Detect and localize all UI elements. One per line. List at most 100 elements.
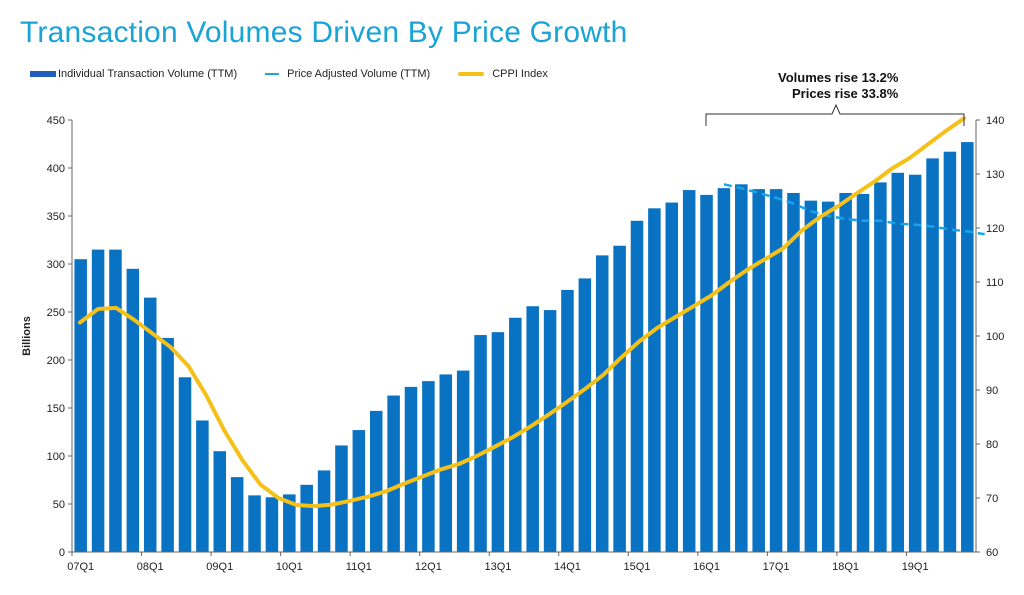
bar	[161, 337, 174, 552]
price-adjusted-line	[723, 183, 985, 236]
bar	[630, 220, 644, 553]
legend: Individual Transaction Volume (TTM) Pric…	[30, 64, 576, 84]
bar	[91, 249, 105, 552]
y2-tick-label: 60	[986, 547, 998, 559]
bar	[369, 410, 383, 552]
bar	[317, 470, 331, 552]
chart-title: Transaction Volumes Driven By Price Grow…	[20, 16, 628, 49]
y-tick-label: 100	[47, 451, 65, 463]
bar	[787, 192, 800, 552]
y-axis-label: Billions	[21, 316, 33, 356]
legend-swatch-price-adjusted	[265, 73, 280, 75]
bar	[613, 245, 626, 552]
bar	[126, 268, 140, 552]
bar	[439, 374, 453, 552]
bar	[474, 335, 487, 552]
x-tick-label: 19Q1	[902, 561, 929, 573]
bar	[769, 189, 783, 552]
bar	[595, 255, 609, 553]
bar	[74, 259, 87, 552]
x-tick-label: 16Q1	[693, 561, 720, 573]
x-tick-label: 08Q1	[137, 561, 164, 573]
legend-swatch-cppi	[458, 72, 485, 76]
annotation-volumes: Volumes rise 13.2%	[778, 70, 899, 85]
legend-item-cppi: CPPI Index	[458, 68, 548, 80]
y2-tick-label: 140	[986, 115, 1004, 127]
legend-label-cppi: CPPI Index	[492, 68, 548, 80]
bar	[230, 477, 244, 552]
legend-label-transaction-volume: Individual Transaction Volume (TTM)	[58, 68, 238, 80]
bar	[891, 172, 905, 553]
y-tick-label: 350	[47, 211, 65, 223]
bar	[109, 249, 122, 552]
x-tick-label: 10Q1	[276, 561, 303, 573]
cppi-line	[78, 116, 966, 509]
legend-item-price-adjusted: Price Adjusted Volume (TTM)	[265, 68, 430, 80]
x-tick-label: 18Q1	[832, 561, 859, 573]
x-tick-label: 12Q1	[415, 561, 442, 573]
legend-item-transaction-volume: Individual Transaction Volume (TTM)	[30, 68, 237, 80]
bar	[143, 297, 157, 552]
y-tick-label: 400	[47, 163, 65, 175]
bar	[804, 200, 818, 552]
bar	[335, 445, 348, 552]
bar	[404, 386, 418, 552]
bar	[213, 451, 227, 552]
bar	[839, 192, 852, 552]
line-group	[78, 116, 985, 509]
y2-tick-label: 100	[986, 331, 1004, 343]
bar	[717, 188, 731, 552]
bar	[665, 202, 679, 552]
bar	[908, 174, 922, 552]
bar	[874, 182, 887, 552]
bar	[700, 194, 713, 552]
bar	[248, 495, 261, 552]
y2-tick-label: 130	[986, 169, 1004, 181]
bar	[178, 377, 192, 552]
bar	[578, 278, 592, 552]
bar	[735, 184, 748, 552]
bar	[752, 189, 765, 552]
bar	[387, 395, 400, 552]
y-tick-label: 300	[47, 259, 65, 271]
bar	[682, 190, 696, 552]
x-tick-label: 07Q1	[67, 561, 94, 573]
x-tick-label: 09Q1	[206, 561, 233, 573]
bar	[961, 142, 974, 552]
annotation-bracket	[705, 103, 965, 126]
y-tick-label: 50	[53, 499, 65, 511]
bar-group	[74, 142, 974, 553]
bar	[265, 497, 279, 552]
bar	[283, 494, 296, 552]
y2-tick-label: 90	[986, 385, 998, 397]
annotation-prices: Prices rise 33.8%	[792, 86, 899, 101]
y2-tick-label: 70	[986, 493, 998, 505]
bar	[561, 289, 574, 552]
bar	[196, 420, 209, 552]
bar	[543, 310, 557, 552]
x-tick-label: 14Q1	[554, 561, 581, 573]
y-tick-label: 0	[59, 547, 65, 559]
axes-group: 0 50 100 150 200 250 300 350 400 450 60 70 80 90 100 11…	[21, 103, 1004, 573]
bar	[648, 208, 661, 552]
bar	[491, 332, 505, 552]
bar	[856, 193, 870, 553]
bar	[943, 151, 957, 552]
y2-tick-label: 110	[986, 277, 1004, 289]
bar	[526, 306, 539, 552]
bar	[300, 484, 313, 552]
y-tick-label: 450	[47, 115, 65, 127]
x-tick-label: 13Q1	[484, 561, 511, 573]
x-tick-label: 11Q1	[346, 561, 372, 573]
y-tick-label: 250	[47, 307, 65, 319]
bar	[422, 381, 435, 552]
bar	[352, 430, 366, 552]
legend-swatch-bars	[30, 71, 56, 77]
legend-label-price-adjusted: Price Adjusted Volume (TTM)	[287, 68, 431, 80]
x-tick-label: 17Q1	[763, 561, 790, 573]
y-tick-label: 150	[47, 403, 65, 415]
y2-tick-label: 80	[986, 439, 998, 451]
bar	[926, 158, 939, 552]
bar	[821, 201, 835, 552]
